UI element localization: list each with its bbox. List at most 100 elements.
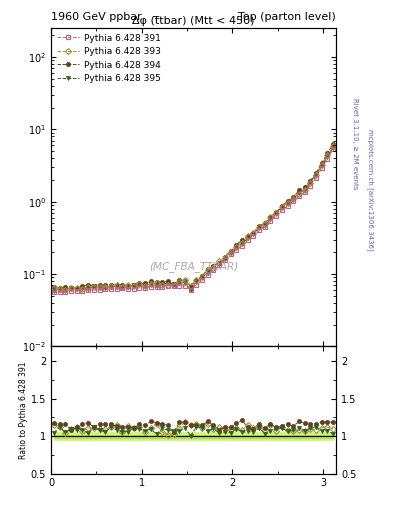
Pythia 6.428 391 xyxy=(149,284,153,290)
Pythia 6.428 391 xyxy=(126,286,130,292)
Pythia 6.428 394 xyxy=(320,160,324,166)
Pythia 6.428 394 xyxy=(188,283,193,289)
Pythia 6.428 395 xyxy=(274,209,279,216)
Pythia 6.428 395 xyxy=(120,284,125,290)
Pythia 6.428 391 xyxy=(86,287,90,293)
Pythia 6.428 393 xyxy=(57,286,62,292)
Text: (MC_FBA_TTBAR): (MC_FBA_TTBAR) xyxy=(149,261,238,272)
Pythia 6.428 391 xyxy=(234,247,239,253)
Pythia 6.428 394 xyxy=(234,242,239,248)
Pythia 6.428 393 xyxy=(268,214,273,220)
Pythia 6.428 393 xyxy=(222,254,227,261)
Pythia 6.428 394 xyxy=(114,282,119,288)
Pythia 6.428 394 xyxy=(165,278,170,284)
Pythia 6.428 393 xyxy=(297,190,301,197)
Pythia 6.428 394 xyxy=(177,277,182,283)
Pythia 6.428 391 xyxy=(188,287,193,293)
Pythia 6.428 393 xyxy=(183,278,187,284)
Pythia 6.428 395 xyxy=(143,283,147,289)
Pythia 6.428 394 xyxy=(131,283,136,289)
Pythia 6.428 395 xyxy=(149,281,153,287)
Pythia 6.428 393 xyxy=(171,282,176,288)
Pythia 6.428 391 xyxy=(257,227,261,233)
Line: Pythia 6.428 394: Pythia 6.428 394 xyxy=(52,142,335,290)
Pythia 6.428 394 xyxy=(103,282,108,288)
Pythia 6.428 393 xyxy=(331,143,336,150)
Pythia 6.428 394 xyxy=(80,283,85,289)
Pythia 6.428 394 xyxy=(331,141,336,147)
Pythia 6.428 391 xyxy=(302,189,307,195)
Pythia 6.428 395 xyxy=(245,235,250,241)
Pythia 6.428 393 xyxy=(240,240,244,246)
Pythia 6.428 394 xyxy=(297,187,301,194)
Pythia 6.428 395 xyxy=(257,224,261,230)
Pythia 6.428 394 xyxy=(183,278,187,284)
Pythia 6.428 395 xyxy=(171,281,176,287)
Pythia 6.428 391 xyxy=(143,285,147,291)
Pythia 6.428 395 xyxy=(240,241,244,247)
Pythia 6.428 394 xyxy=(314,170,318,176)
Pythia 6.428 391 xyxy=(217,262,222,268)
Pythia 6.428 394 xyxy=(171,281,176,287)
Pythia 6.428 391 xyxy=(228,251,233,258)
Pythia 6.428 394 xyxy=(69,285,73,291)
Pythia 6.428 395 xyxy=(211,264,216,270)
Pythia 6.428 391 xyxy=(268,218,273,224)
Pythia 6.428 391 xyxy=(194,282,199,288)
Pythia 6.428 391 xyxy=(206,272,210,278)
Pythia 6.428 393 xyxy=(291,196,296,202)
Pythia 6.428 393 xyxy=(108,283,113,289)
Pythia 6.428 393 xyxy=(251,230,256,236)
Pythia 6.428 394 xyxy=(251,230,256,236)
Pythia 6.428 395 xyxy=(183,280,187,286)
Pythia 6.428 393 xyxy=(154,280,159,286)
Title: Δφ (t̅tbar) (Mtt < 450): Δφ (t̅tbar) (Mtt < 450) xyxy=(132,16,255,26)
Pythia 6.428 394 xyxy=(108,282,113,288)
Pythia 6.428 391 xyxy=(165,283,170,289)
Pythia 6.428 395 xyxy=(234,244,239,250)
Pythia 6.428 393 xyxy=(211,265,216,271)
Pythia 6.428 395 xyxy=(308,179,313,185)
Pythia 6.428 393 xyxy=(217,259,222,265)
Pythia 6.428 391 xyxy=(131,286,136,292)
Line: Pythia 6.428 393: Pythia 6.428 393 xyxy=(52,144,335,292)
Pythia 6.428 391 xyxy=(103,286,108,292)
Pythia 6.428 391 xyxy=(274,212,279,219)
Pythia 6.428 391 xyxy=(177,283,182,289)
Pythia 6.428 394 xyxy=(263,220,267,226)
Pythia 6.428 394 xyxy=(279,203,284,209)
Pythia 6.428 394 xyxy=(137,280,142,286)
Pythia 6.428 395 xyxy=(325,154,330,160)
Pythia 6.428 391 xyxy=(251,233,256,239)
Pythia 6.428 393 xyxy=(279,204,284,210)
Pythia 6.428 391 xyxy=(200,278,204,284)
Pythia 6.428 393 xyxy=(103,284,108,290)
Pythia 6.428 393 xyxy=(234,244,239,250)
Pythia 6.428 395 xyxy=(126,284,130,290)
Pythia 6.428 395 xyxy=(80,285,85,291)
Pythia 6.428 395 xyxy=(51,288,56,294)
Pythia 6.428 394 xyxy=(160,280,165,286)
Pythia 6.428 395 xyxy=(188,287,193,293)
Pythia 6.428 391 xyxy=(63,289,68,295)
Pythia 6.428 395 xyxy=(74,286,79,292)
Pythia 6.428 391 xyxy=(285,203,290,209)
Pythia 6.428 393 xyxy=(325,152,330,158)
Pythia 6.428 395 xyxy=(131,282,136,288)
Text: Top (parton level): Top (parton level) xyxy=(238,11,336,22)
Pythia 6.428 395 xyxy=(57,286,62,292)
Pythia 6.428 393 xyxy=(126,282,130,288)
Pythia 6.428 391 xyxy=(171,283,176,289)
Pythia 6.428 393 xyxy=(51,285,56,291)
Pythia 6.428 395 xyxy=(92,283,96,289)
Pythia 6.428 394 xyxy=(222,253,227,260)
Pythia 6.428 393 xyxy=(200,274,204,281)
Pythia 6.428 394 xyxy=(74,285,79,291)
Pythia 6.428 394 xyxy=(120,282,125,288)
Pythia 6.428 391 xyxy=(120,285,125,291)
Pythia 6.428 395 xyxy=(331,145,336,152)
Pythia 6.428 391 xyxy=(97,287,102,293)
Pythia 6.428 395 xyxy=(194,278,199,284)
Pythia 6.428 393 xyxy=(137,282,142,288)
Pythia 6.428 391 xyxy=(308,182,313,188)
